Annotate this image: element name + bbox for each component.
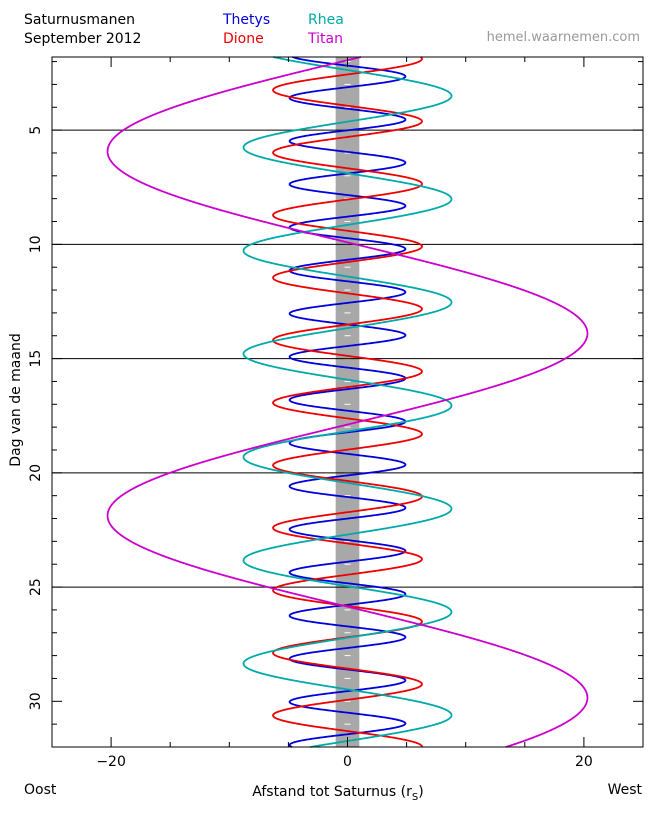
moon-series — [106, 56, 589, 748]
footer-left: Oost — [24, 782, 57, 798]
chart-title-line1: Saturnusmanen — [24, 12, 135, 28]
axis-ticks: 5 10 15 20 25 30 −20 0 20 — [28, 57, 644, 770]
y-axis-label: Dag van de maand — [8, 333, 24, 466]
source-credit: hemel.waarnemen.com — [486, 30, 640, 45]
y-tick-label: 10 — [28, 235, 44, 253]
legend-thetys: Thetys — [223, 12, 271, 28]
y-tick-label: 15 — [28, 350, 44, 368]
y-tick-label: 5 — [28, 126, 44, 135]
chart-title-line2: September 2012 — [24, 31, 142, 47]
day-grid-lines — [52, 129, 643, 588]
series-rhea — [242, 56, 453, 748]
series-titan — [106, 56, 589, 748]
legend-rhea: Rhea — [308, 12, 344, 28]
x-tick-label: −20 — [96, 754, 126, 770]
y-tick-label: 30 — [28, 692, 44, 710]
planet-band — [335, 57, 360, 747]
y-tick-label: 20 — [28, 464, 44, 482]
y-tick-label: 25 — [28, 578, 44, 596]
footer-right: West — [607, 782, 642, 798]
legend-dione: Dione — [223, 31, 264, 47]
x-tick-label: 20 — [575, 754, 593, 770]
x-tick-label: 0 — [343, 754, 352, 770]
x-axis-label: Afstand tot Saturnus (rS) — [252, 784, 423, 803]
legend-titan: Titan — [308, 31, 343, 47]
